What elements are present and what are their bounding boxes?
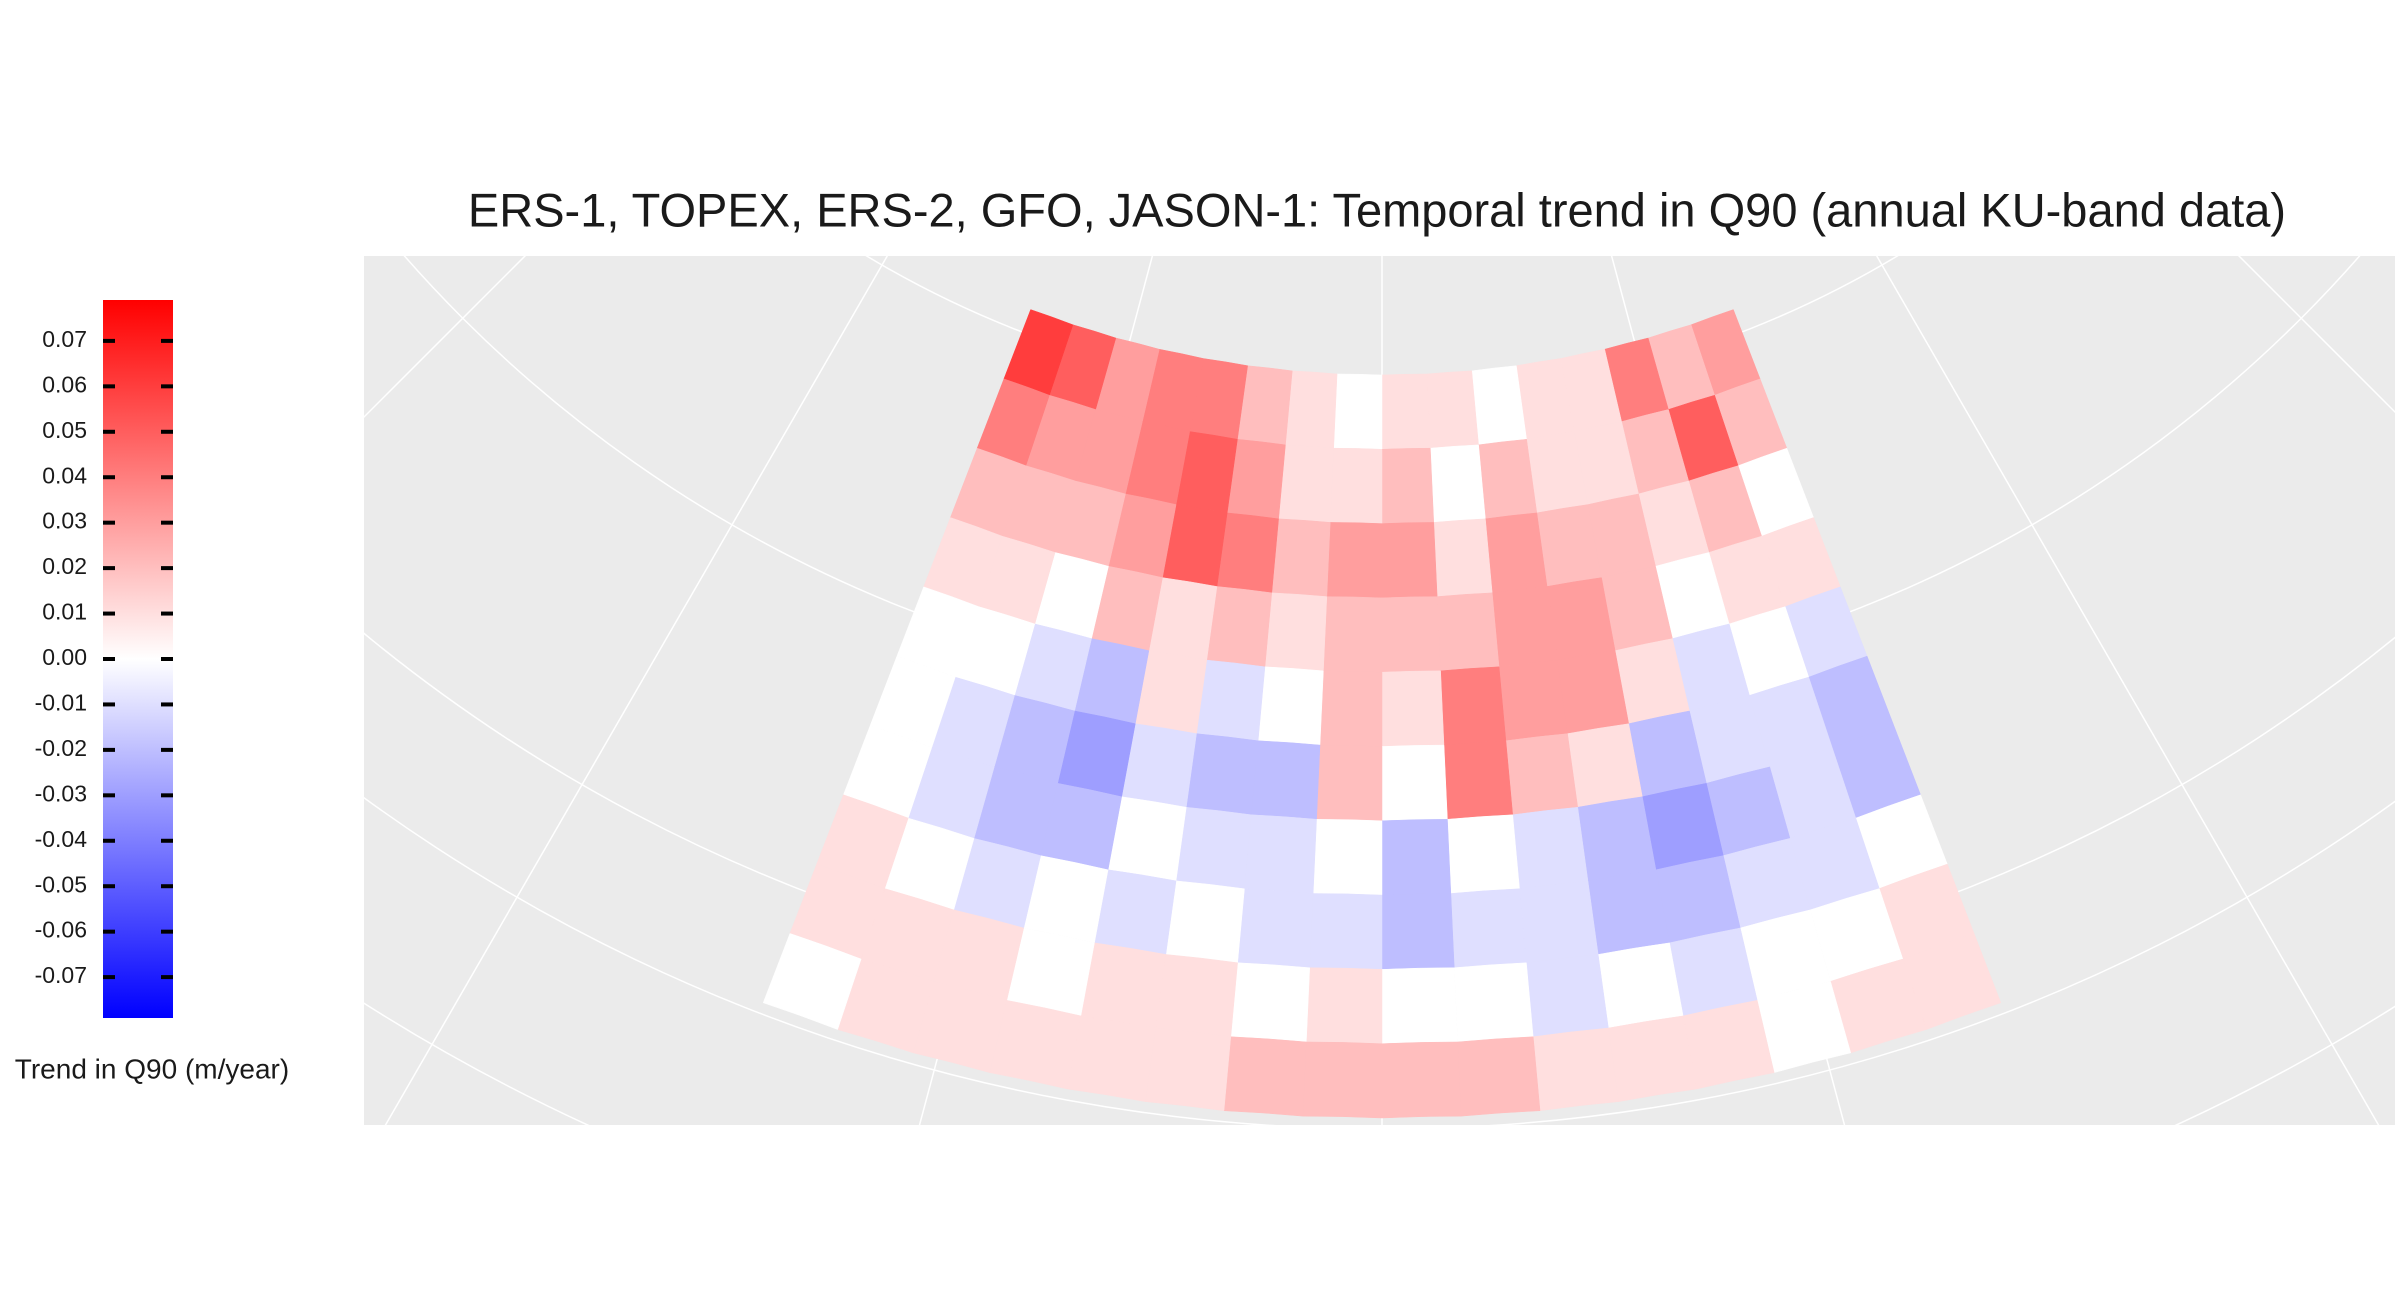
grid-cell bbox=[1333, 373, 1383, 450]
grid-cell bbox=[1381, 447, 1435, 524]
grid-cell bbox=[1223, 1036, 1307, 1117]
grid-cell bbox=[1381, 893, 1455, 970]
grid-cell bbox=[1450, 888, 1527, 969]
grid-cell bbox=[1326, 522, 1383, 599]
grid-cell bbox=[1381, 819, 1452, 896]
colorbar-tick-label: 0.05 bbox=[42, 417, 87, 443]
grid-cell bbox=[1230, 962, 1311, 1043]
grid-cell bbox=[1155, 954, 1238, 1038]
colorbar-tick-label: -0.07 bbox=[35, 962, 87, 988]
grid-cell bbox=[1478, 439, 1538, 520]
colorbar-tick-label: -0.05 bbox=[35, 871, 87, 897]
colorbar-tick-label: -0.02 bbox=[35, 735, 87, 761]
grid-cell bbox=[1443, 740, 1513, 820]
grid-cell bbox=[1285, 370, 1338, 449]
grid-cell bbox=[1066, 1015, 1156, 1102]
grid-cell bbox=[1381, 670, 1445, 747]
grid-cells bbox=[762, 309, 2002, 1119]
grid-cell bbox=[1175, 806, 1252, 890]
grid-cell bbox=[1319, 670, 1383, 747]
grid-cell bbox=[1426, 370, 1479, 449]
grid-cell bbox=[1512, 806, 1589, 890]
grid-cell bbox=[1381, 967, 1458, 1044]
grid-cell bbox=[1165, 880, 1245, 964]
colorbar-tick-label: -0.03 bbox=[35, 780, 87, 806]
grid-cell bbox=[1251, 740, 1321, 820]
grid-cell bbox=[1206, 586, 1273, 668]
grid-cell bbox=[1316, 744, 1383, 822]
grid-cell bbox=[1196, 659, 1266, 742]
grid-cell bbox=[1453, 962, 1534, 1043]
grid-cell bbox=[1381, 596, 1441, 673]
grid-cell bbox=[1306, 967, 1383, 1044]
grid-cell bbox=[1381, 744, 1448, 822]
grid-cell bbox=[1107, 796, 1187, 882]
grid-cell bbox=[1447, 814, 1520, 894]
grid-cell bbox=[1440, 666, 1507, 746]
grid-cell bbox=[1145, 1027, 1232, 1112]
colorbar-tick-label: 0.03 bbox=[42, 508, 87, 534]
grid-cell bbox=[1567, 723, 1643, 808]
grid-cell bbox=[1381, 522, 1438, 599]
grid-cell bbox=[1608, 1015, 1698, 1102]
colorbar-tick-label: 0.02 bbox=[42, 553, 87, 579]
grid-cell bbox=[1216, 512, 1279, 594]
colorbar-tick-label: -0.04 bbox=[35, 826, 88, 852]
grid-cell bbox=[1597, 942, 1684, 1029]
grid-cell bbox=[1436, 592, 1500, 672]
grid-cell bbox=[762, 933, 862, 1030]
grid-cell bbox=[1381, 373, 1431, 450]
grid-cell bbox=[1278, 444, 1334, 523]
colorbar-ticks: -0.07 -0.06 -0.05 -0.04 -0.03 -0.02 -0.01 0.00 0… bbox=[35, 326, 173, 988]
grid-cell bbox=[1577, 796, 1657, 882]
grid-cell bbox=[1094, 869, 1177, 955]
colorbar-tick-label: 0.04 bbox=[42, 462, 87, 488]
graticule-meridian bbox=[384, 256, 889, 1125]
colorbar-tick-label: 0.06 bbox=[42, 371, 87, 397]
grid-cell bbox=[1271, 518, 1331, 597]
grid-cell bbox=[1244, 814, 1317, 894]
grid-cell bbox=[1587, 869, 1670, 955]
grid-cell bbox=[1430, 444, 1486, 523]
grid-cell bbox=[1498, 659, 1568, 742]
graticule-arc bbox=[682, 0, 2082, 99]
grid-cell bbox=[1433, 518, 1493, 597]
grid-cell bbox=[1309, 893, 1383, 970]
grid-cell bbox=[1185, 733, 1259, 816]
grid-cell bbox=[1323, 596, 1383, 673]
chart-title: ERS-1, TOPEX, ERS-2, GFO, JASON-1: Tempo… bbox=[468, 183, 2286, 236]
grid-cell bbox=[1080, 942, 1167, 1029]
grid-cell bbox=[1526, 954, 1609, 1038]
colorbar-tick-label: 0.01 bbox=[42, 599, 87, 625]
grid-cell bbox=[1257, 666, 1324, 746]
colorbar-tick-label: -0.06 bbox=[35, 917, 87, 943]
grid-cell bbox=[1485, 512, 1548, 594]
colorbar-tick-label: 0.00 bbox=[42, 644, 87, 670]
colorbar-tick-label: -0.01 bbox=[35, 690, 87, 716]
grid-cell bbox=[1457, 1036, 1541, 1117]
grid-cell bbox=[1329, 447, 1383, 524]
colorbar-tick-label: 0.07 bbox=[42, 326, 87, 352]
grid-cell bbox=[1312, 819, 1383, 896]
grid-cell bbox=[1381, 1041, 1462, 1119]
grid-cell bbox=[1264, 592, 1328, 672]
graticule-meridian bbox=[1875, 256, 2380, 1125]
grid-cell bbox=[1237, 888, 1314, 969]
grid-cell bbox=[1491, 586, 1558, 668]
grid-cell bbox=[1505, 733, 1579, 816]
grid-cell bbox=[1532, 1027, 1619, 1112]
grid-cell bbox=[1302, 1041, 1383, 1119]
grid-cell bbox=[1519, 880, 1599, 964]
colorbar-label: Trend in Q90 (m/year) bbox=[15, 1053, 289, 1084]
